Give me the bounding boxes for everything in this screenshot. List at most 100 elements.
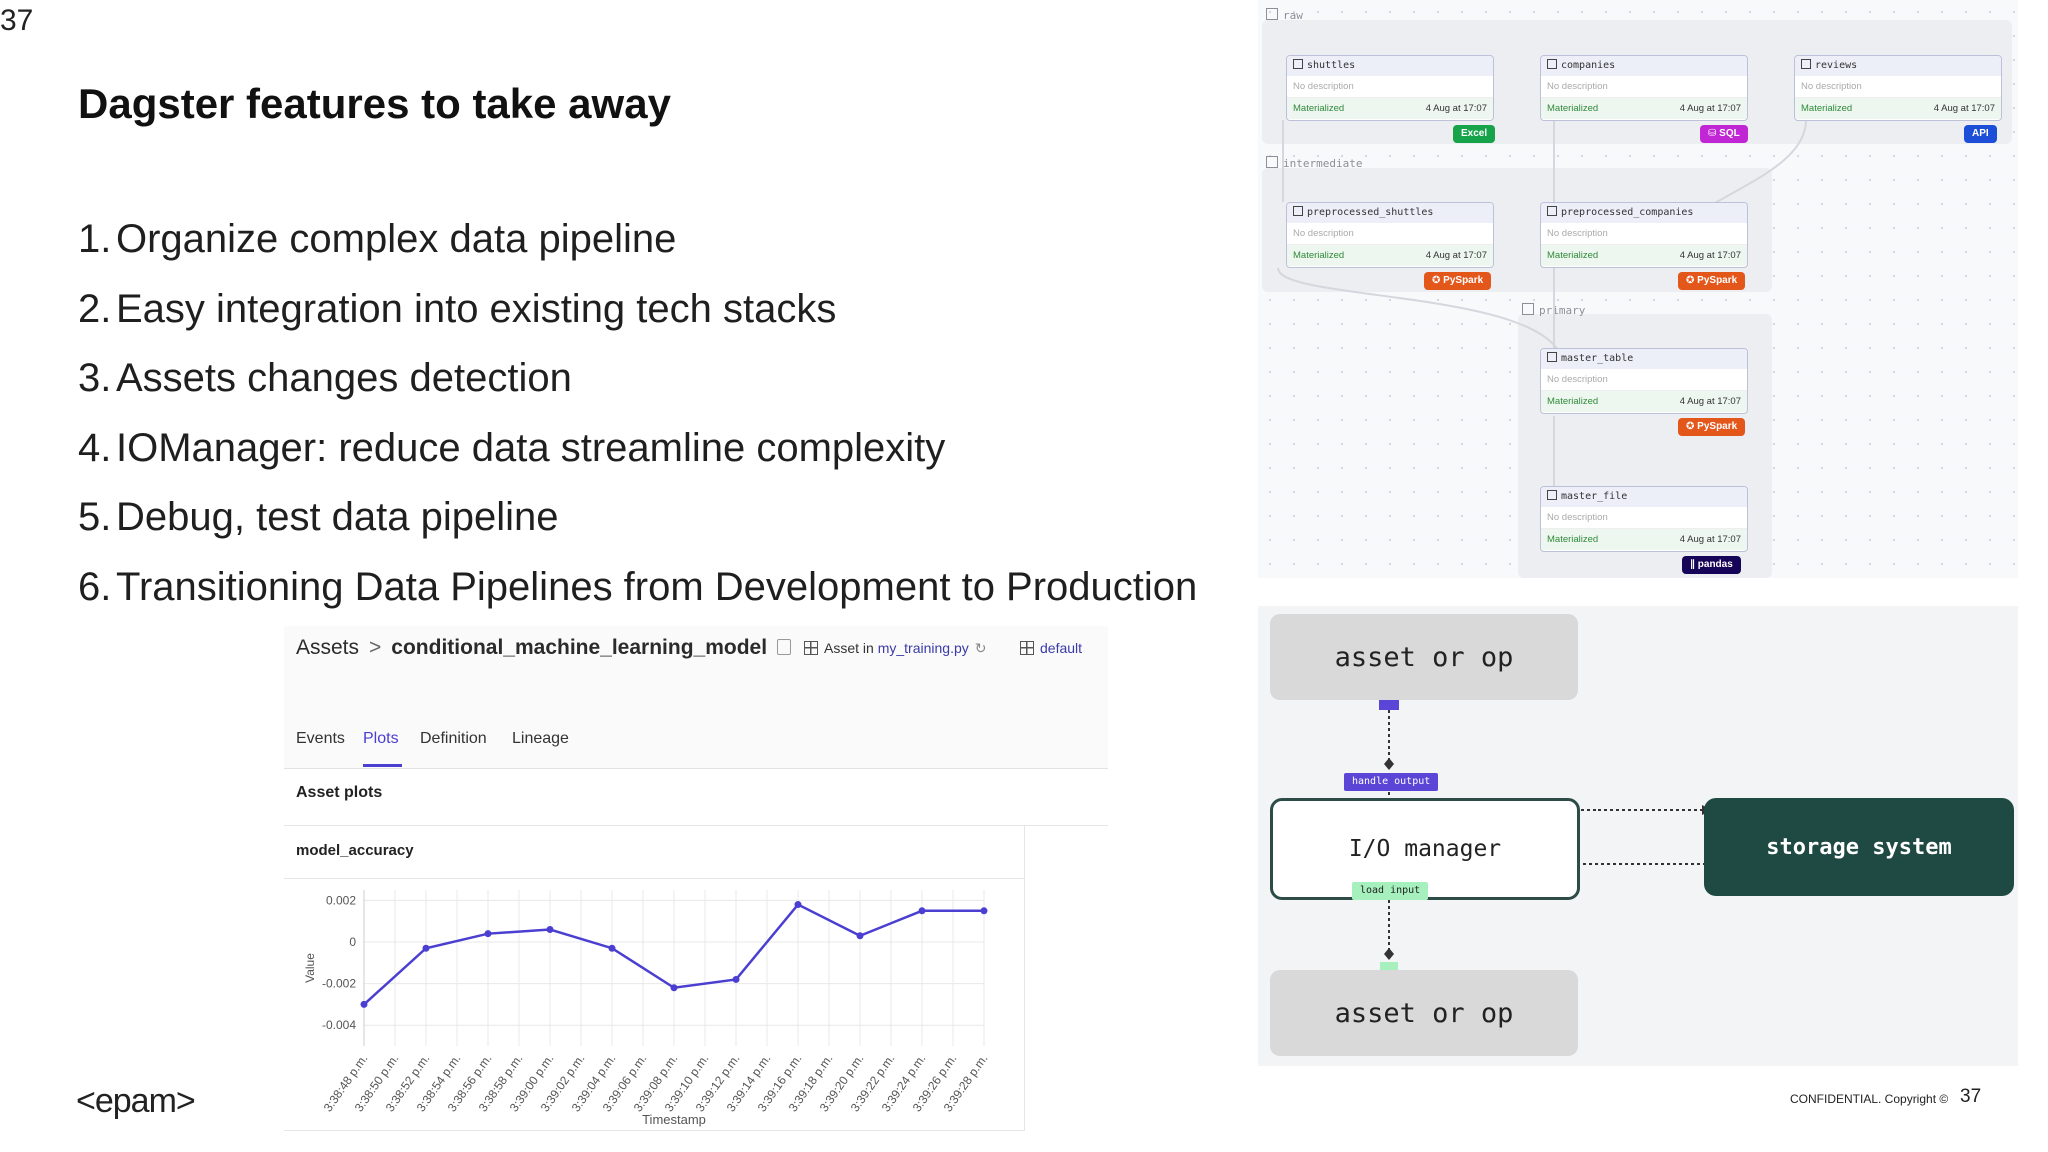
spark-icon: ✪ [1686,421,1698,432]
asset-lineage-graph: raw intermediate primary shuttles No des… [1258,0,2018,578]
asset-file-link[interactable]: my_training.py [877,640,969,656]
data-point [856,932,864,940]
data-point [794,901,802,909]
feature-item: 3. Assets changes detection [78,344,1197,414]
feature-number: 6. [78,564,112,609]
feature-number: 3. [78,356,112,400]
feature-text: IOManager: reduce data streamline comple… [116,425,946,470]
y-tick-label: -0.004 [322,1018,356,1032]
epam-logo: <epam> [76,1082,196,1120]
badge-pyspark: ✪ PySpark [1424,272,1492,290]
badge-api: API [1964,125,1997,143]
pandas-icon: ∥ [1690,559,1698,570]
asset-node-preprocessed-companies[interactable]: preprocessed_companies No description Ma… [1540,202,1748,268]
asset-or-op-bottom: asset or op [1270,970,1578,1056]
folder-icon [1266,156,1278,168]
y-tick-label: 0 [349,935,356,949]
feature-number: 2. [78,286,112,331]
asset-node-shuttles[interactable]: shuttles No description Materialized 4 Au… [1286,55,1494,121]
table-icon [1547,490,1557,500]
feature-item: 1. Organize complex data pipeline [78,205,1197,275]
slide-number-bottom: 37 [1960,1086,1982,1107]
table-icon [804,641,818,655]
asset-node-preprocessed-shuttles[interactable]: preprocessed_shuttles No description Mat… [1286,202,1494,268]
slide-title: Dagster features to take away [78,80,671,127]
handle-output-tag: handle output [1344,773,1439,791]
y-axis-title: Value [303,953,317,983]
badge-excel: Excel [1453,125,1496,143]
feature-item: 4. IOManager: reduce data streamline comp… [78,414,1197,484]
table-icon [1547,206,1557,216]
group-label-intermediate: intermediate [1266,156,1362,170]
tab-events[interactable]: Events [296,730,345,747]
feature-text: Debug, test data pipeline [116,495,559,539]
asset-node-companies[interactable]: companies No description Materialized 4 A… [1540,55,1748,121]
feature-text: Easy integration into existing tech stac… [116,286,837,331]
plot-title: model_accuracy [296,842,414,859]
asset-name: conditional_machine_learning_model [391,636,768,659]
feature-number: 4. [78,425,112,470]
plot-card: model_accuracy 0.002 0 -0.002 -0.004 3:38:48… [284,826,1025,1131]
database-icon: ⛁ [1708,128,1720,139]
data-point [980,907,988,915]
badge-pandas: ∥ pandas [1682,556,1741,574]
feature-text: Organize complex data pipeline [116,217,677,261]
data-point [360,1000,368,1008]
code-location: default [1020,640,1082,656]
load-input-tag: load input [1352,882,1429,900]
feature-item: 6. Transitioning Data Pipelines from Deve… [78,553,1197,623]
table-icon [1293,206,1303,216]
copy-icon[interactable] [777,639,792,655]
breadcrumb-separator: > [369,636,382,659]
table-icon [1801,59,1811,69]
feature-number: 1. [78,217,112,261]
data-point [422,944,430,952]
asset-node-master-table[interactable]: master_table No description Materialized… [1540,348,1748,414]
confidential-notice: CONFIDENTIAL. Copyright © [1790,1092,1949,1106]
asset-header: Assets > conditional_machine_learning_mode… [284,626,1108,694]
badge-sql: ⛁ SQL [1700,125,1748,143]
slide-number-top: 37 [0,4,34,37]
data-point [732,975,740,983]
tab-lineage[interactable]: Lineage [512,730,569,747]
folder-icon [1266,8,1278,20]
feature-item: 5. Debug, test data pipeline [78,483,1197,553]
asset-in-prefix: Asset in [824,640,878,656]
feature-list: 1. Organize complex data pipeline 2. Easy … [78,205,1197,622]
asset-node-reviews[interactable]: reviews No description Materialized 4 Aug… [1794,55,2002,121]
io-manager-diagram: asset or op I/O manager storage system a… [1258,606,2018,1066]
asset-node-master-file[interactable]: master_file No description Materialized 4… [1540,486,1748,552]
data-point [484,930,492,938]
code-location-link[interactable]: default [1040,640,1083,656]
tab-definition[interactable]: Definition [420,730,487,747]
badge-pyspark: ✪ PySpark [1678,418,1746,436]
lineage-edges [1277,119,1807,488]
y-tick-label: -0.002 [322,977,356,991]
refresh-icon[interactable]: ↻ [974,640,987,656]
feature-item: 2. Easy integration into existing tech st… [78,275,1197,345]
storage-system-box: storage system [1704,798,2014,896]
tab-plots[interactable]: Plots [363,730,399,747]
asset-or-op-top: asset or op [1270,614,1578,700]
group-label-raw: raw [1266,8,1303,22]
breadcrumb: Assets > conditional_machine_learning_mode… [296,636,792,660]
data-point [608,944,616,952]
feature-text: Assets changes detection [116,356,572,400]
divider [284,878,1024,879]
feature-number: 5. [78,495,112,539]
table-icon [1547,59,1557,69]
table-icon [1547,352,1557,362]
badge-pyspark: ✪ PySpark [1678,272,1746,290]
asset-plots-screenshot: Assets > conditional_machine_learning_mode… [284,626,1108,1131]
section-label: Asset plots [296,784,383,801]
folder-icon [1522,303,1534,315]
asset-source: Asset in my_training.py ↻ [804,640,986,657]
spark-icon: ✪ [1686,275,1698,286]
table-icon [1020,641,1034,655]
breadcrumb-assets-link[interactable]: Assets [296,636,360,659]
spark-icon: ✪ [1432,275,1444,286]
divider [284,825,1108,826]
data-point [670,984,678,992]
feature-text: Transitioning Data Pipelines from Develo… [116,564,1198,609]
